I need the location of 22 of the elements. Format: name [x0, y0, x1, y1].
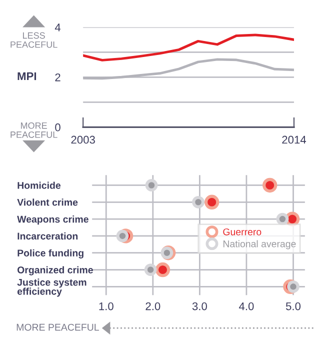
x-tick-label: 3.0	[192, 302, 207, 310]
y-tick-label: 2	[55, 73, 60, 82]
y-tick-label: Justice system efficiency	[17, 278, 86, 297]
y-tick-label: Homicide	[18, 182, 61, 189]
x-tick-label: 2014	[282, 136, 306, 144]
x-tick-label: 1.0	[99, 302, 114, 310]
text: LESS PEACEFUL	[10, 32, 58, 48]
y-tick-label: Weapons crime	[17, 216, 88, 225]
y-axis-title: MPI	[18, 72, 36, 80]
x-tick-label: 2003	[71, 136, 95, 144]
legend-label: Guerrero	[223, 228, 262, 236]
legend-label: National average	[223, 240, 296, 250]
y-tick-label: 0	[55, 123, 60, 132]
x-tick-label: 4.0	[238, 302, 254, 310]
y-tick-label: Police funding	[18, 249, 84, 258]
x-tick-label: 5.0	[286, 302, 301, 310]
x-tick-label: 2.0	[146, 302, 160, 310]
y-tick-label: 4	[54, 24, 61, 32]
y-tick-label: Organized crime	[17, 266, 93, 276]
y-tick-label: Incarceration	[18, 232, 78, 240]
y-tick-label: Violent crime	[17, 198, 78, 206]
text: MORE PEACEFUL	[16, 324, 99, 331]
